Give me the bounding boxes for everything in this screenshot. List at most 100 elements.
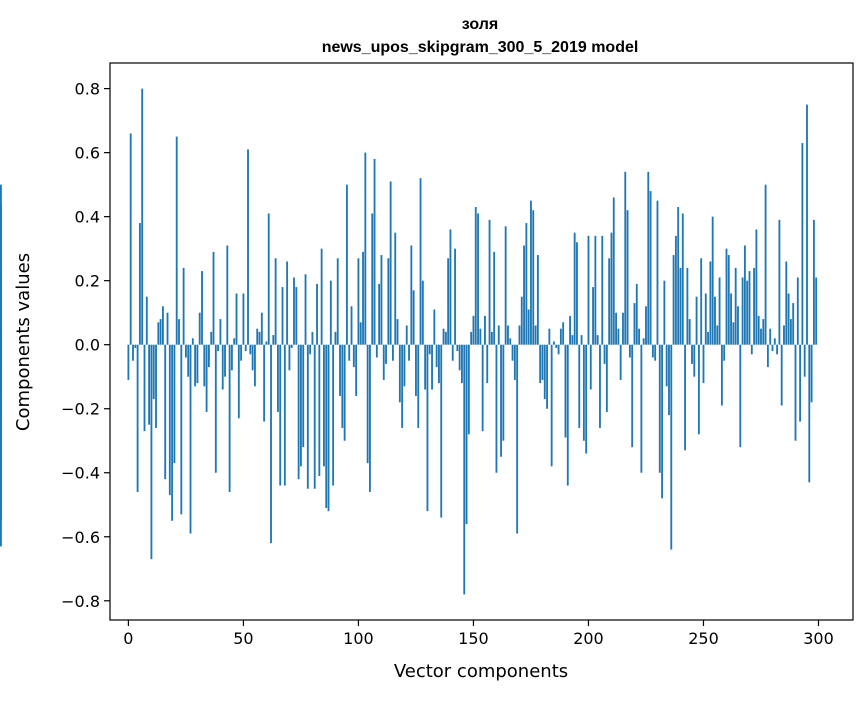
bar	[438, 344, 440, 384]
bar	[509, 338, 512, 345]
bar	[562, 322, 565, 345]
bar	[302, 344, 305, 448]
bar	[412, 290, 415, 345]
bar	[221, 344, 224, 390]
bar	[392, 344, 394, 361]
bar	[654, 344, 657, 361]
bar	[286, 261, 289, 345]
bar	[474, 207, 477, 345]
bar	[329, 280, 332, 345]
bar	[743, 245, 746, 345]
bar	[240, 344, 243, 361]
bar	[812, 219, 815, 345]
bar	[237, 344, 240, 419]
bar	[171, 344, 174, 521]
bar	[615, 312, 617, 345]
bar	[136, 344, 139, 492]
bar	[378, 283, 381, 345]
bar	[520, 296, 523, 345]
y-tick-label: −0.2	[61, 400, 100, 419]
bar	[624, 171, 627, 345]
bar	[668, 344, 670, 416]
bar	[290, 344, 293, 348]
bar	[656, 200, 659, 345]
bar	[194, 344, 197, 387]
bar	[693, 344, 696, 377]
bar	[159, 319, 162, 345]
bar	[573, 232, 576, 345]
bar	[580, 335, 583, 345]
bar	[718, 277, 721, 345]
bar	[571, 335, 574, 345]
bar	[369, 344, 371, 492]
x-tick-label: 50	[233, 629, 253, 648]
bar	[467, 344, 470, 435]
bar	[677, 207, 680, 345]
bar	[470, 331, 473, 345]
bar	[387, 258, 390, 345]
bar	[670, 344, 673, 550]
bar	[688, 319, 691, 345]
bar	[645, 306, 647, 345]
bar	[233, 338, 236, 345]
bar	[415, 344, 417, 396]
bar	[212, 251, 215, 345]
bar	[214, 344, 217, 473]
bar	[594, 235, 597, 345]
bar	[530, 200, 532, 345]
bar	[486, 344, 489, 384]
bar	[523, 245, 525, 345]
bar	[490, 331, 493, 345]
x-tick-label: 150	[458, 629, 489, 648]
bar	[642, 338, 645, 345]
bar	[502, 344, 505, 441]
bar	[306, 344, 309, 489]
y-tick-label: 0.2	[75, 272, 100, 291]
bar	[720, 344, 723, 406]
bar	[755, 229, 758, 345]
bar	[355, 344, 358, 396]
bar	[507, 325, 509, 345]
axes-frame	[109, 62, 854, 621]
bar	[350, 306, 353, 345]
bar	[150, 344, 153, 560]
bar	[168, 344, 171, 496]
bar	[557, 344, 560, 355]
bar	[440, 344, 443, 518]
bar	[442, 328, 445, 345]
bar	[734, 267, 737, 345]
bar	[265, 341, 268, 345]
bar	[201, 271, 203, 345]
bar	[134, 344, 137, 348]
bar	[617, 328, 620, 345]
bar	[638, 328, 640, 345]
bar	[184, 344, 187, 358]
bar	[410, 245, 413, 345]
bar	[582, 344, 585, 441]
bar	[691, 344, 693, 364]
bar	[596, 335, 599, 345]
bar	[493, 251, 496, 345]
bar	[589, 344, 592, 390]
bar	[808, 344, 811, 483]
bar	[532, 210, 535, 345]
bar	[385, 344, 387, 364]
bar	[263, 344, 266, 422]
bar	[631, 344, 634, 448]
bar	[260, 312, 263, 345]
bar	[267, 213, 270, 345]
bar	[695, 296, 698, 345]
bar	[182, 267, 185, 345]
bar	[226, 245, 229, 345]
bar	[408, 344, 410, 361]
bar	[815, 277, 818, 345]
bar	[536, 255, 539, 345]
bar	[647, 171, 650, 345]
bar	[760, 328, 762, 345]
bar	[707, 331, 709, 345]
bar	[801, 143, 804, 345]
bar	[500, 344, 502, 457]
bar	[481, 344, 484, 432]
bar	[709, 261, 712, 345]
bar	[796, 277, 799, 345]
